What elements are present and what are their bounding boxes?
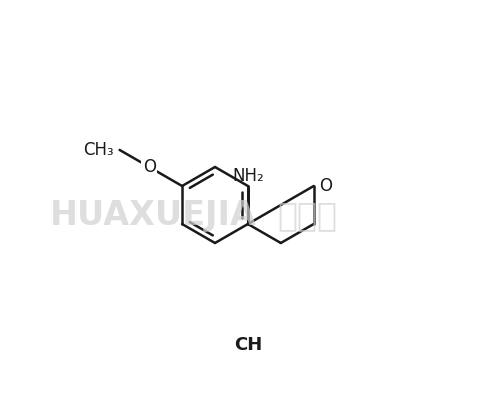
Text: CH₃: CH₃ [83,141,114,159]
Text: NH₂: NH₂ [232,167,264,185]
Text: HUAXUEJIA: HUAXUEJIA [50,200,256,232]
Text: CH: CH [234,336,262,354]
Text: 化学加: 化学加 [278,200,338,232]
Text: O: O [143,158,156,176]
Text: O: O [319,177,332,195]
